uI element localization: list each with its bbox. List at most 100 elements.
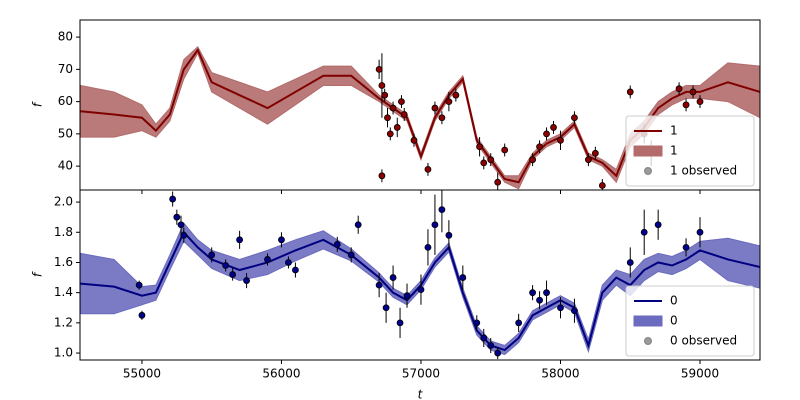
observed-point: [473, 319, 481, 327]
y-axis-label: f: [31, 101, 45, 107]
legend-label: 0: [670, 294, 678, 308]
observed-point: [386, 130, 394, 138]
x-tick-label: 58000: [541, 367, 579, 381]
observed-point: [438, 206, 446, 214]
mean-line: [80, 230, 760, 352]
observed-point: [557, 304, 564, 312]
observed-point: [173, 213, 181, 221]
observed-point: [626, 88, 634, 96]
observed-point: [529, 156, 536, 164]
legend-label: 1: [670, 124, 678, 138]
plot-area: [80, 190, 760, 360]
observed-point: [591, 149, 599, 157]
y-tick-label: 1.0: [54, 346, 73, 360]
observed-point: [501, 146, 509, 154]
observed-point: [208, 251, 216, 259]
observed-point: [292, 266, 299, 274]
observed-point: [424, 165, 432, 173]
x-tick-label: 55000: [123, 367, 161, 381]
observed-point: [689, 88, 697, 96]
y-tick-label: 40: [58, 159, 73, 173]
observed-point: [424, 243, 432, 251]
legend-label: 0 observed: [670, 334, 737, 348]
observed-point: [378, 172, 386, 180]
x-tick-label: 59000: [681, 367, 719, 381]
observed-point: [543, 289, 550, 297]
observed-point: [243, 277, 250, 284]
observed-point: [675, 85, 683, 93]
observed-point: [410, 136, 418, 144]
observed-point: [384, 114, 391, 122]
legend-label: 1: [670, 144, 678, 158]
observed-point: [536, 143, 543, 151]
y-tick-label: 1.6: [54, 255, 73, 269]
observed-point: [571, 114, 578, 122]
x-tick-label: 56000: [262, 367, 300, 381]
y-axis-label: f: [31, 271, 45, 277]
observed-point: [696, 98, 704, 106]
plot-area: [80, 45, 760, 190]
observed-point: [487, 156, 495, 164]
legend-patch: [633, 315, 663, 327]
observed-point: [452, 91, 460, 99]
y-tick-label: 1.2: [54, 315, 73, 329]
legend: 1 1 1 observed: [625, 115, 755, 187]
observed-point: [229, 271, 237, 278]
observed-point: [396, 319, 404, 327]
y-tick-label: 1.8: [54, 225, 73, 239]
observed-point: [347, 251, 355, 259]
observed-point: [354, 221, 362, 229]
observed-point: [550, 124, 557, 131]
y-tick-label: 60: [58, 94, 73, 108]
observed-point: [180, 231, 188, 239]
observed-point: [487, 342, 495, 349]
observed-point: [285, 259, 292, 266]
legend-label: 0: [670, 314, 678, 328]
observed-point: [236, 236, 244, 244]
observed-point: [177, 221, 185, 229]
observed-point: [400, 111, 408, 118]
observed-point: [584, 156, 592, 164]
legend-marker: [644, 167, 652, 175]
observed-point: [682, 243, 690, 251]
legend-marker: [644, 337, 652, 345]
observed-point: [431, 221, 439, 229]
observed-point: [557, 136, 564, 144]
observed-point: [459, 274, 467, 281]
observed-point: [431, 104, 439, 112]
observed-point: [626, 259, 634, 266]
observed-point: [696, 228, 704, 236]
observed-point: [169, 195, 177, 203]
legend-box: [625, 115, 755, 187]
observed-point: [333, 240, 341, 248]
confidence-band: [80, 45, 760, 190]
y-tick-label: 50: [58, 126, 73, 140]
observed-point: [445, 98, 453, 106]
observed-point: [389, 104, 397, 112]
legend: 0 0 0 observed: [625, 285, 755, 357]
observed-point: [476, 143, 483, 151]
x-tick-label: 57000: [402, 367, 440, 381]
observed-point: [529, 289, 536, 297]
observed-point: [536, 296, 543, 304]
observed-point: [682, 101, 690, 109]
observed-point: [515, 319, 523, 327]
observed-point: [494, 178, 502, 186]
observed-point: [445, 231, 453, 239]
observed-point: [393, 124, 401, 131]
observed-point: [598, 182, 606, 189]
observed-point: [138, 311, 146, 319]
x-axis-label: t: [418, 388, 424, 400]
observed-point: [654, 221, 662, 229]
observed-point: [389, 274, 397, 281]
observed-point: [417, 286, 425, 294]
observed-point: [381, 91, 389, 99]
observed-point: [543, 130, 550, 138]
observed-point: [278, 236, 285, 244]
observed-point: [480, 159, 488, 167]
axes-frame: [79, 189, 761, 361]
legend-box: [625, 285, 755, 357]
observed-point: [382, 304, 390, 312]
y-tick-label: 80: [58, 30, 73, 44]
observed-point: [480, 334, 488, 342]
